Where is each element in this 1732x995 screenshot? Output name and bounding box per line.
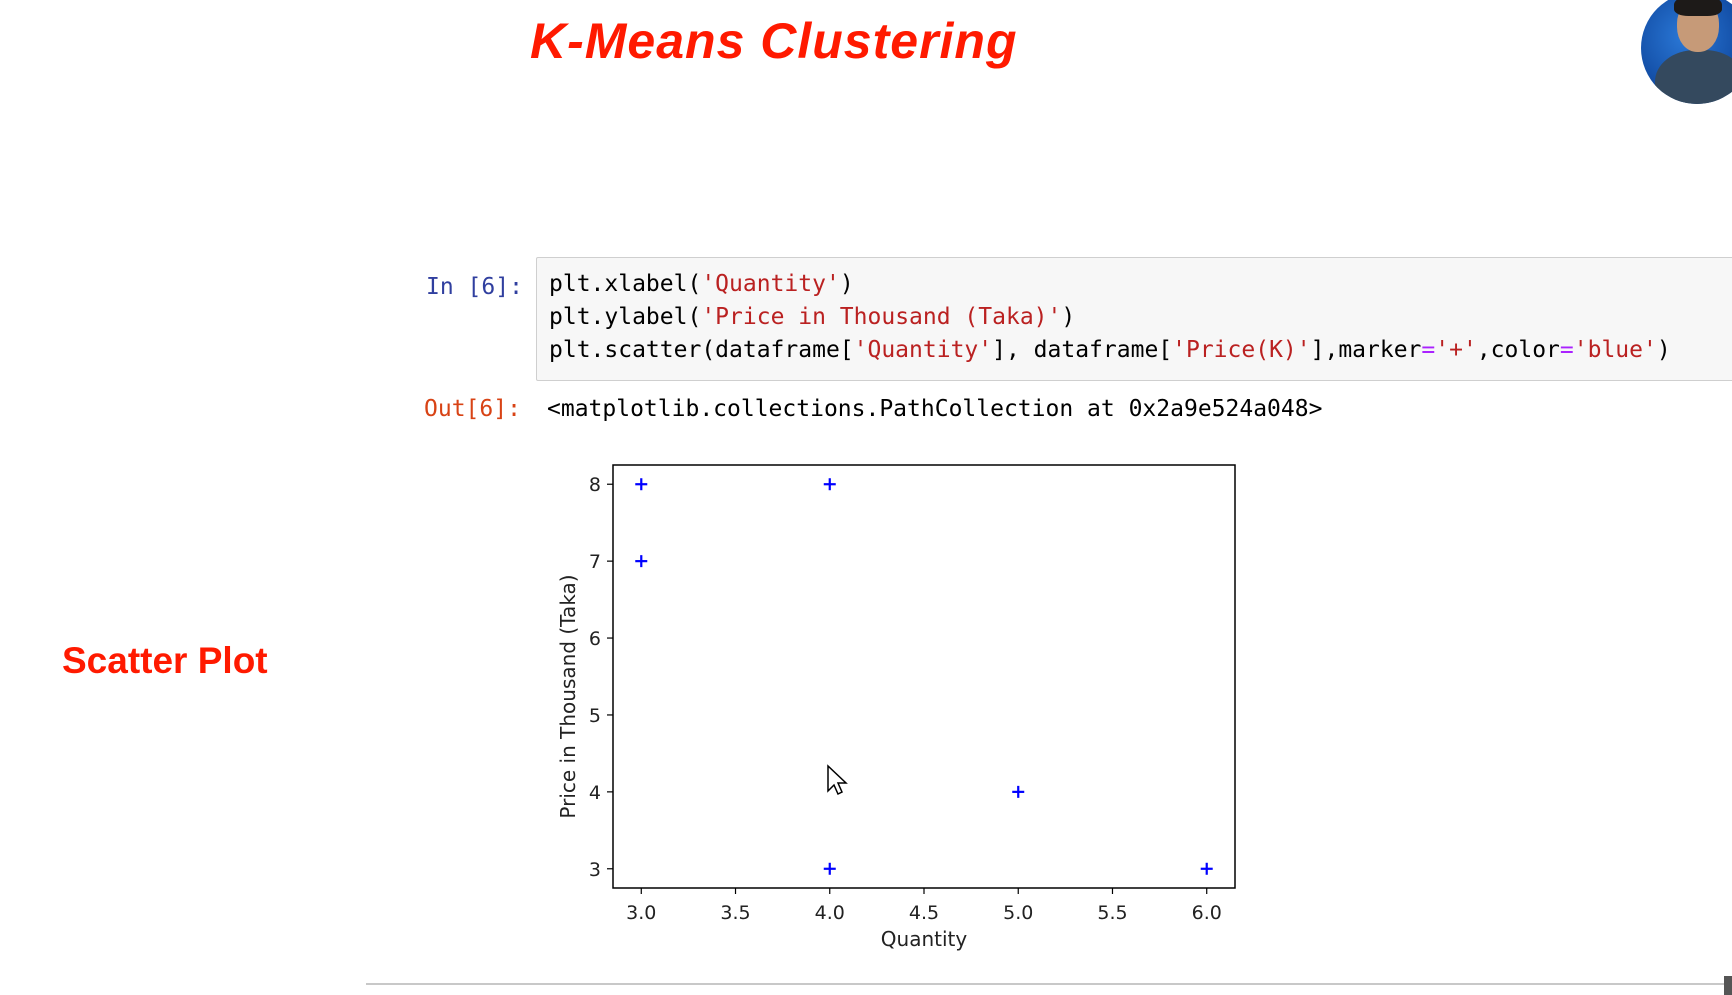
input-prompt: In [6]:: [426, 274, 523, 300]
x-tick-label: 4.5: [909, 902, 939, 924]
code-token: ], dataframe[: [992, 337, 1173, 363]
data-point-marker: [635, 555, 648, 568]
code-token: plt.ylabel(: [549, 304, 702, 330]
code-token: 'Quantity': [701, 271, 840, 297]
data-point-marker: [823, 862, 836, 875]
code-token: =: [1559, 337, 1574, 363]
scrollbar-thumb[interactable]: [1724, 976, 1732, 995]
code-token: 'blue': [1573, 337, 1657, 363]
code-token: 'Price in Thousand (Taka)': [701, 304, 1062, 330]
plot-frame: [612, 464, 1236, 889]
code-line: plt.xlabel('Quantity'): [549, 268, 1732, 301]
code-token: ],marker: [1310, 337, 1422, 363]
output-text: <matplotlib.collections.PathCollection a…: [547, 396, 1323, 422]
avatar-body: [1655, 50, 1732, 104]
data-point-marker: [1200, 862, 1213, 875]
x-tick-label: 3.0: [626, 902, 656, 924]
chart-axes: 3.0 3.5 4.0 4.5 5.0 5.5 6.0 3 4 5 6 7 8 Quantity Price…: [556, 464, 1236, 951]
y-tick-label: 7: [589, 551, 601, 573]
code-token: plt.scatter(dataframe[: [549, 337, 854, 363]
y-axis-label: Price in Thousand (Taka): [556, 574, 580, 818]
y-tick-label: 4: [589, 782, 601, 804]
x-axis-label: Quantity: [881, 927, 968, 951]
mouse-cursor-icon: [827, 764, 848, 796]
code-token: '+': [1435, 337, 1477, 363]
x-tick-label: 5.5: [1097, 902, 1127, 924]
x-tick-label: 6.0: [1192, 902, 1222, 924]
x-tick-label: 5.0: [1003, 902, 1033, 924]
y-tick-label: 6: [589, 628, 601, 650]
x-tick-label: 4.0: [815, 902, 845, 924]
code-token: ,color: [1476, 337, 1560, 363]
data-point-marker: [1012, 785, 1025, 798]
code-token: 'Quantity': [853, 337, 993, 363]
code-line: plt.ylabel('Price in Thousand (Taka)'): [549, 301, 1732, 334]
chart-points: [635, 478, 1213, 875]
code-token: plt.xlabel(: [549, 271, 702, 297]
slide-title: K-Means Clustering: [530, 13, 1018, 69]
scatter-chart: 3.0 3.5 4.0 4.5 5.0 5.5 6.0 3 4 5 6 7 8 Quantity Price…: [556, 464, 1236, 951]
code-token: 'Price(K)': [1172, 337, 1311, 363]
output-prompt: Out[6]:: [424, 396, 521, 422]
code-token: ): [1656, 337, 1671, 363]
y-tick-label: 3: [589, 859, 601, 881]
code-cell[interactable]: plt.xlabel('Quantity') plt.ylabel('Price…: [536, 257, 1732, 381]
code-token: ): [839, 271, 854, 297]
data-point-marker: [635, 478, 648, 491]
y-tick-label: 5: [589, 705, 601, 727]
avatar-hair: [1674, 0, 1722, 16]
y-tick-label: 8: [589, 474, 601, 496]
data-point-marker: [823, 478, 836, 491]
code-token: ): [1061, 304, 1076, 330]
presenter-avatar: [1641, 0, 1732, 104]
code-line: plt.scatter(dataframe['Quantity'], dataf…: [549, 334, 1732, 367]
cell-divider: [366, 983, 1732, 985]
code-token: =: [1421, 337, 1436, 363]
x-tick-label: 3.5: [720, 902, 750, 924]
scatter-plot-label: Scatter Plot: [62, 640, 268, 681]
